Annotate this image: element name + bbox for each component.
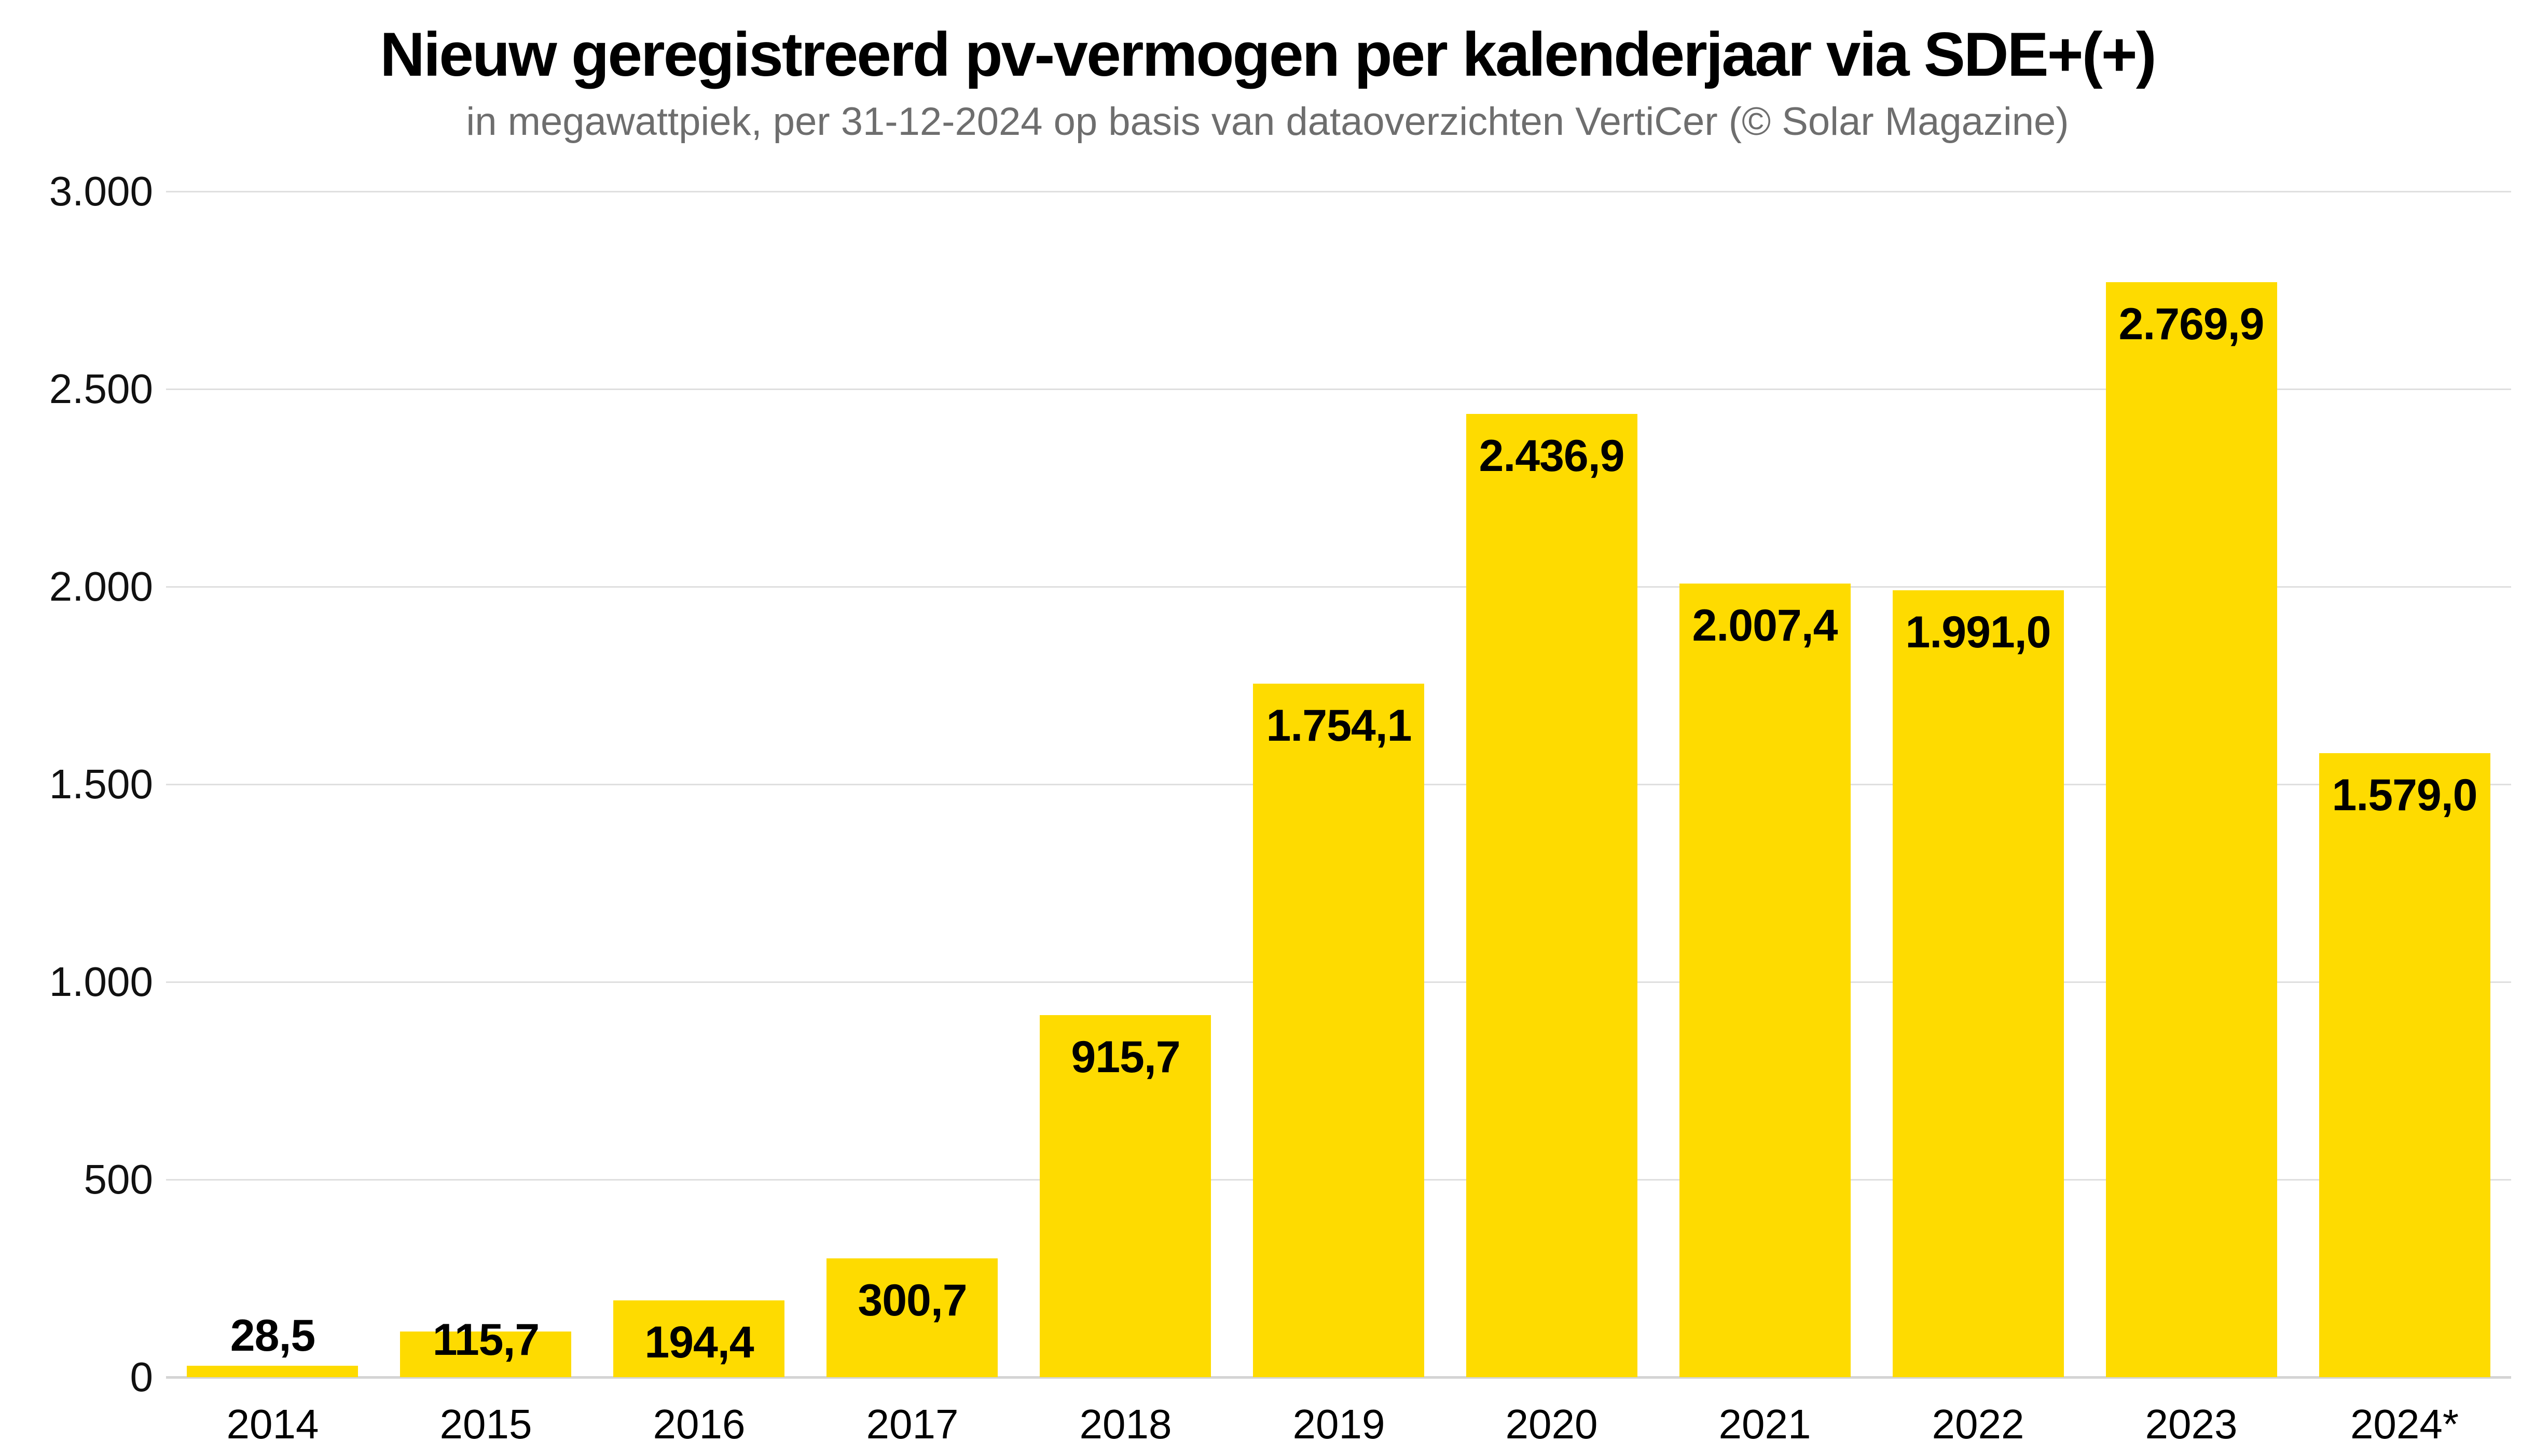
bar-value-label: 194,4 bbox=[644, 1318, 754, 1367]
x-tick-label: 2019 bbox=[1292, 1401, 1385, 1447]
bar-value-label: 2.007,4 bbox=[1692, 601, 1838, 650]
chart-title: Nieuw geregistreerd pv-vermogen per kale… bbox=[380, 20, 2156, 89]
x-tick-label: 2021 bbox=[1718, 1401, 1811, 1447]
bar bbox=[1466, 414, 1637, 1377]
bar-value-label: 28,5 bbox=[230, 1311, 315, 1361]
x-tick-label: 2018 bbox=[1079, 1401, 1172, 1447]
bar bbox=[187, 1366, 358, 1377]
gridline bbox=[166, 586, 2511, 588]
gridline bbox=[166, 389, 2511, 390]
bar-value-label: 2.769,9 bbox=[2118, 299, 2265, 349]
bar bbox=[1253, 684, 1424, 1377]
x-tick-label: 2016 bbox=[653, 1401, 746, 1447]
bar-value-label: 1.754,1 bbox=[1266, 701, 1412, 751]
bar bbox=[2319, 753, 2490, 1377]
y-tick-label: 0 bbox=[130, 1354, 154, 1400]
bar-value-label: 115,7 bbox=[432, 1315, 540, 1365]
gridline bbox=[166, 191, 2511, 192]
x-tick-label: 2020 bbox=[1505, 1401, 1598, 1447]
bar bbox=[400, 1332, 571, 1377]
y-tick-label: 500 bbox=[84, 1156, 153, 1202]
bar-value-label: 300,7 bbox=[858, 1275, 967, 1325]
bar bbox=[2106, 282, 2277, 1377]
bar-value-label: 1.579,0 bbox=[2332, 770, 2478, 820]
x-tick-label: 2022 bbox=[1932, 1401, 2024, 1447]
x-tick-label: 2017 bbox=[866, 1401, 959, 1447]
bar bbox=[1679, 584, 1851, 1377]
bar-value-label: 1.991,0 bbox=[1905, 607, 2051, 657]
bar bbox=[613, 1300, 784, 1377]
y-tick-label: 2.500 bbox=[49, 366, 153, 412]
y-tick-label: 3.000 bbox=[49, 168, 153, 214]
x-tick-label: 2015 bbox=[439, 1401, 532, 1447]
x-tick-label: 2024* bbox=[2350, 1401, 2459, 1447]
x-tick-label: 2014 bbox=[226, 1401, 319, 1447]
bar bbox=[1040, 1015, 1211, 1377]
y-tick-label: 1.500 bbox=[49, 761, 153, 807]
y-tick-label: 2.000 bbox=[49, 563, 153, 609]
x-axis-line bbox=[166, 1376, 2511, 1379]
y-tick-label: 1.000 bbox=[49, 959, 153, 1005]
bar-value-label: 2.436,9 bbox=[1479, 431, 1625, 481]
bar-value-label: 915,7 bbox=[1071, 1032, 1180, 1082]
bar bbox=[826, 1258, 998, 1377]
bar bbox=[1893, 590, 2064, 1377]
x-tick-label: 2023 bbox=[2145, 1401, 2238, 1447]
chart-subtitle: in megawattpiek, per 31-12-2024 op basis… bbox=[466, 100, 2069, 144]
